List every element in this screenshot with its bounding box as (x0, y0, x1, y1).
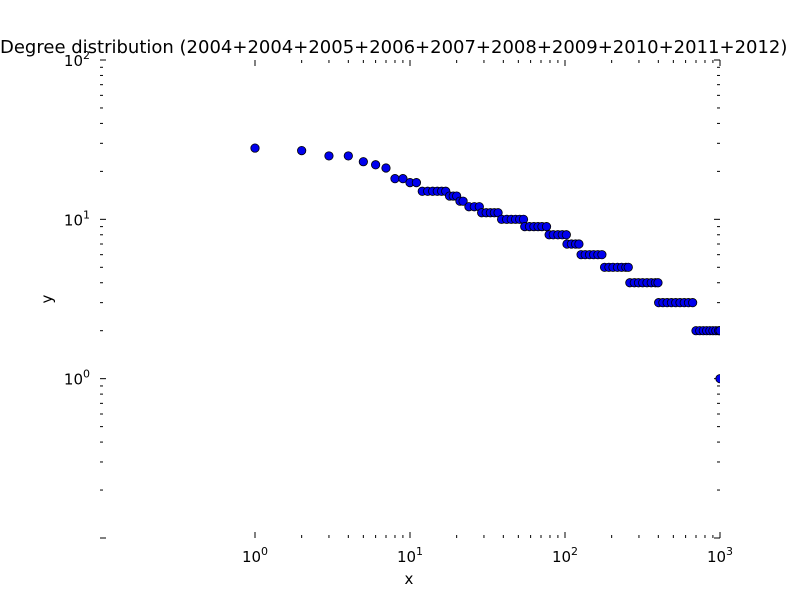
data-point (688, 298, 698, 308)
x-axis-label: x (405, 570, 414, 588)
data-point (398, 174, 408, 184)
data-points (250, 143, 720, 384)
x-tick-label: 103 (707, 545, 733, 566)
data-point (653, 278, 663, 288)
data-point (458, 196, 468, 206)
data-point (411, 178, 422, 188)
data-point (297, 146, 307, 156)
y-axis-label: y (38, 294, 56, 303)
data-point (715, 374, 720, 384)
data-point (623, 262, 633, 272)
data-point (541, 222, 552, 232)
data-point (250, 143, 260, 153)
data-point (358, 157, 368, 167)
x-tick-label: 100 (242, 545, 268, 566)
x-tick-label: 102 (552, 545, 578, 566)
data-point (381, 163, 391, 173)
chart-title: Degree distribution (2004+2004+2005+2006… (0, 37, 787, 58)
tick-labels: 100 101 102 103 100 101 102 (64, 49, 733, 566)
data-point (715, 326, 720, 336)
data-point (324, 151, 334, 161)
y-tick-label: 101 (64, 208, 90, 229)
x-tick-label: 101 (397, 545, 423, 566)
data-point (561, 230, 571, 240)
data-point (574, 239, 584, 249)
data-point (390, 174, 400, 184)
data-point (597, 250, 607, 260)
axis-ticks (100, 59, 721, 539)
data-point (343, 151, 353, 161)
data-point (371, 160, 381, 170)
y-tick-label: 102 (64, 49, 90, 70)
y-tick-label: 100 (64, 368, 90, 389)
